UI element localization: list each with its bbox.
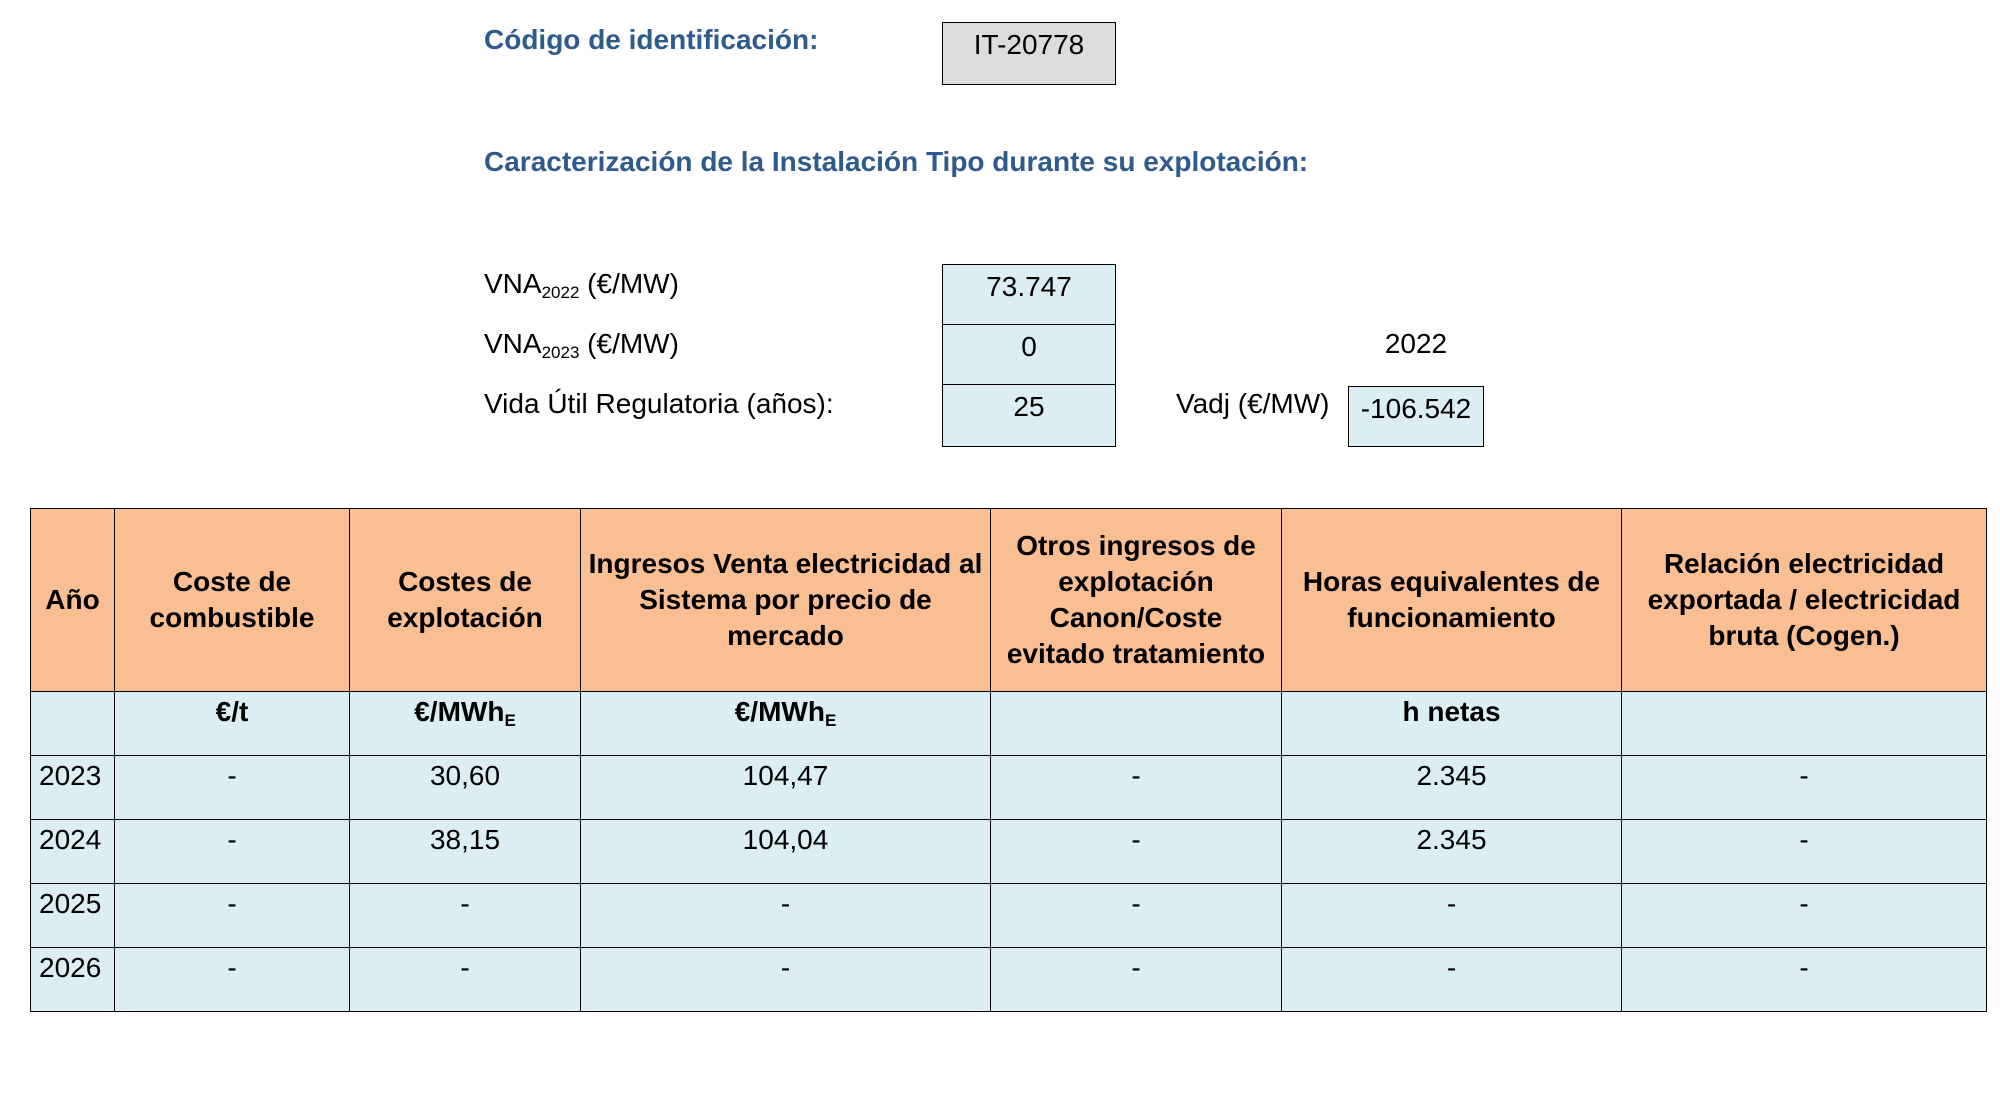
cell-operating-cost: 30,60	[349, 755, 581, 820]
cell-electricity-ratio: -	[1621, 883, 1987, 948]
vida-util-value-box: 25	[942, 384, 1116, 447]
cell-market-sales-income: 104,04	[580, 819, 991, 884]
section-title: Caracterización de la Instalación Tipo d…	[484, 146, 1309, 177]
vida-util-label: Vida Útil Regulatoria (años):	[484, 388, 834, 419]
cell-year: 2024	[30, 819, 115, 884]
vna2022-label-unit: (€/MW)	[579, 268, 679, 299]
cell-other-income: -	[990, 883, 1282, 948]
header-electricity-ratio: Relación electricidad exportada / electr…	[1621, 508, 1987, 692]
code-value-box: IT-20778	[942, 22, 1116, 85]
cell-fuel-cost: -	[114, 819, 350, 884]
cell-other-income: -	[990, 819, 1282, 884]
cell-equivalent-hours: 2.345	[1281, 819, 1622, 884]
units-row: €/t €/MWhE €/MWhE h netas	[30, 691, 1987, 756]
cell-operating-cost: 38,15	[349, 819, 581, 884]
cell-fuel-cost: -	[114, 883, 350, 948]
unit-market-sales-main: €/MWh	[734, 696, 825, 727]
table-row: 2024 - 38,15 104,04 - 2.345 -	[30, 819, 1987, 884]
header-equivalent-hours: Horas equivalentes de funcionamiento	[1281, 508, 1622, 692]
header-operating-cost: Costes de explotación	[349, 508, 581, 692]
table-row: 2025 - - - - - -	[30, 883, 1987, 948]
table-header-row: Año Coste de combustible Costes de explo…	[30, 508, 1987, 692]
operations-table: Año Coste de combustible Costes de explo…	[30, 508, 1987, 1012]
unit-equivalent-hours: h netas	[1281, 691, 1622, 756]
cell-equivalent-hours: -	[1281, 947, 1622, 1012]
cell-fuel-cost: -	[114, 755, 350, 820]
cell-operating-cost: -	[349, 883, 581, 948]
unit-electricity-ratio	[1621, 691, 1987, 756]
unit-operating-cost: €/MWhE	[349, 691, 581, 756]
cell-fuel-cost: -	[114, 947, 350, 1012]
unit-fuel-cost: €/t	[114, 691, 350, 756]
vna2023-value: 0	[1021, 331, 1037, 362]
unit-operating-cost-sub: E	[504, 711, 516, 730]
header-market-sales-income: Ingresos Venta electricidad al Sistema p…	[580, 508, 991, 692]
vna2022-value: 73.747	[986, 271, 1072, 302]
cell-market-sales-income: -	[580, 947, 991, 1012]
cell-electricity-ratio: -	[1621, 819, 1987, 884]
cell-operating-cost: -	[349, 947, 581, 1012]
table-row: 2023 - 30,60 104,47 - 2.345 -	[30, 755, 1987, 820]
cell-year: 2023	[30, 755, 115, 820]
code-value: IT-20778	[973, 29, 1085, 60]
cell-equivalent-hours: 2.345	[1281, 755, 1622, 820]
vna2023-label-sub: 2023	[541, 343, 580, 362]
cell-other-income: -	[990, 755, 1282, 820]
vadj-value: -106.542	[1360, 393, 1472, 424]
cell-electricity-ratio: -	[1621, 755, 1987, 820]
cell-year: 2025	[30, 883, 115, 948]
unit-market-sales-income: €/MWhE	[580, 691, 991, 756]
header-year: Año	[30, 508, 115, 692]
vna2022-value-box: 73.747	[942, 264, 1116, 325]
cell-electricity-ratio: -	[1621, 947, 1987, 1012]
vna2023-value-box: 0	[942, 324, 1116, 385]
vida-util-value: 25	[1013, 391, 1045, 422]
vna2022-label-sub: 2022	[541, 283, 580, 302]
cell-market-sales-income: -	[580, 883, 991, 948]
unit-operating-cost-main: €/MWh	[414, 696, 505, 727]
cell-market-sales-income: 104,47	[580, 755, 991, 820]
unit-year	[30, 691, 115, 756]
vna2022-label: VNA2022 (€/MW)	[484, 268, 679, 303]
vna2023-label-unit: (€/MW)	[579, 328, 679, 359]
cell-equivalent-hours: -	[1281, 883, 1622, 948]
vna2023-label-main: VNA	[484, 328, 542, 359]
cell-year: 2026	[30, 947, 115, 1012]
unit-other-income	[990, 691, 1282, 756]
table-row: 2026 - - - - - -	[30, 947, 1987, 1012]
unit-market-sales-sub: E	[824, 711, 837, 730]
vadj-label: Vadj (€/MW)	[1176, 388, 1330, 419]
header-fuel-cost: Coste de combustible	[114, 508, 350, 692]
header-other-income: Otros ingresos de explotación Canon/Cost…	[990, 508, 1282, 692]
reference-year: 2022	[1384, 328, 1448, 359]
code-label: Código de identificación:	[484, 24, 819, 55]
vna2023-label: VNA2023 (€/MW)	[484, 328, 679, 363]
vadj-value-box: -106.542	[1348, 386, 1484, 447]
vna2022-label-main: VNA	[484, 268, 542, 299]
cell-other-income: -	[990, 947, 1282, 1012]
